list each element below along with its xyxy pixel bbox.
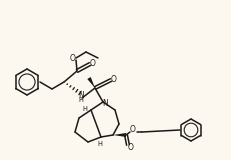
Polygon shape: [87, 77, 94, 88]
Text: O: O: [130, 125, 135, 135]
Text: O: O: [90, 59, 96, 68]
Text: N: N: [102, 100, 107, 108]
Text: H: H: [97, 141, 102, 147]
Text: N: N: [78, 92, 84, 100]
Text: O: O: [111, 75, 116, 84]
Text: H: H: [78, 97, 83, 104]
Text: O: O: [128, 143, 133, 152]
Text: O: O: [70, 53, 76, 63]
Polygon shape: [112, 133, 125, 137]
Text: H: H: [82, 106, 87, 112]
